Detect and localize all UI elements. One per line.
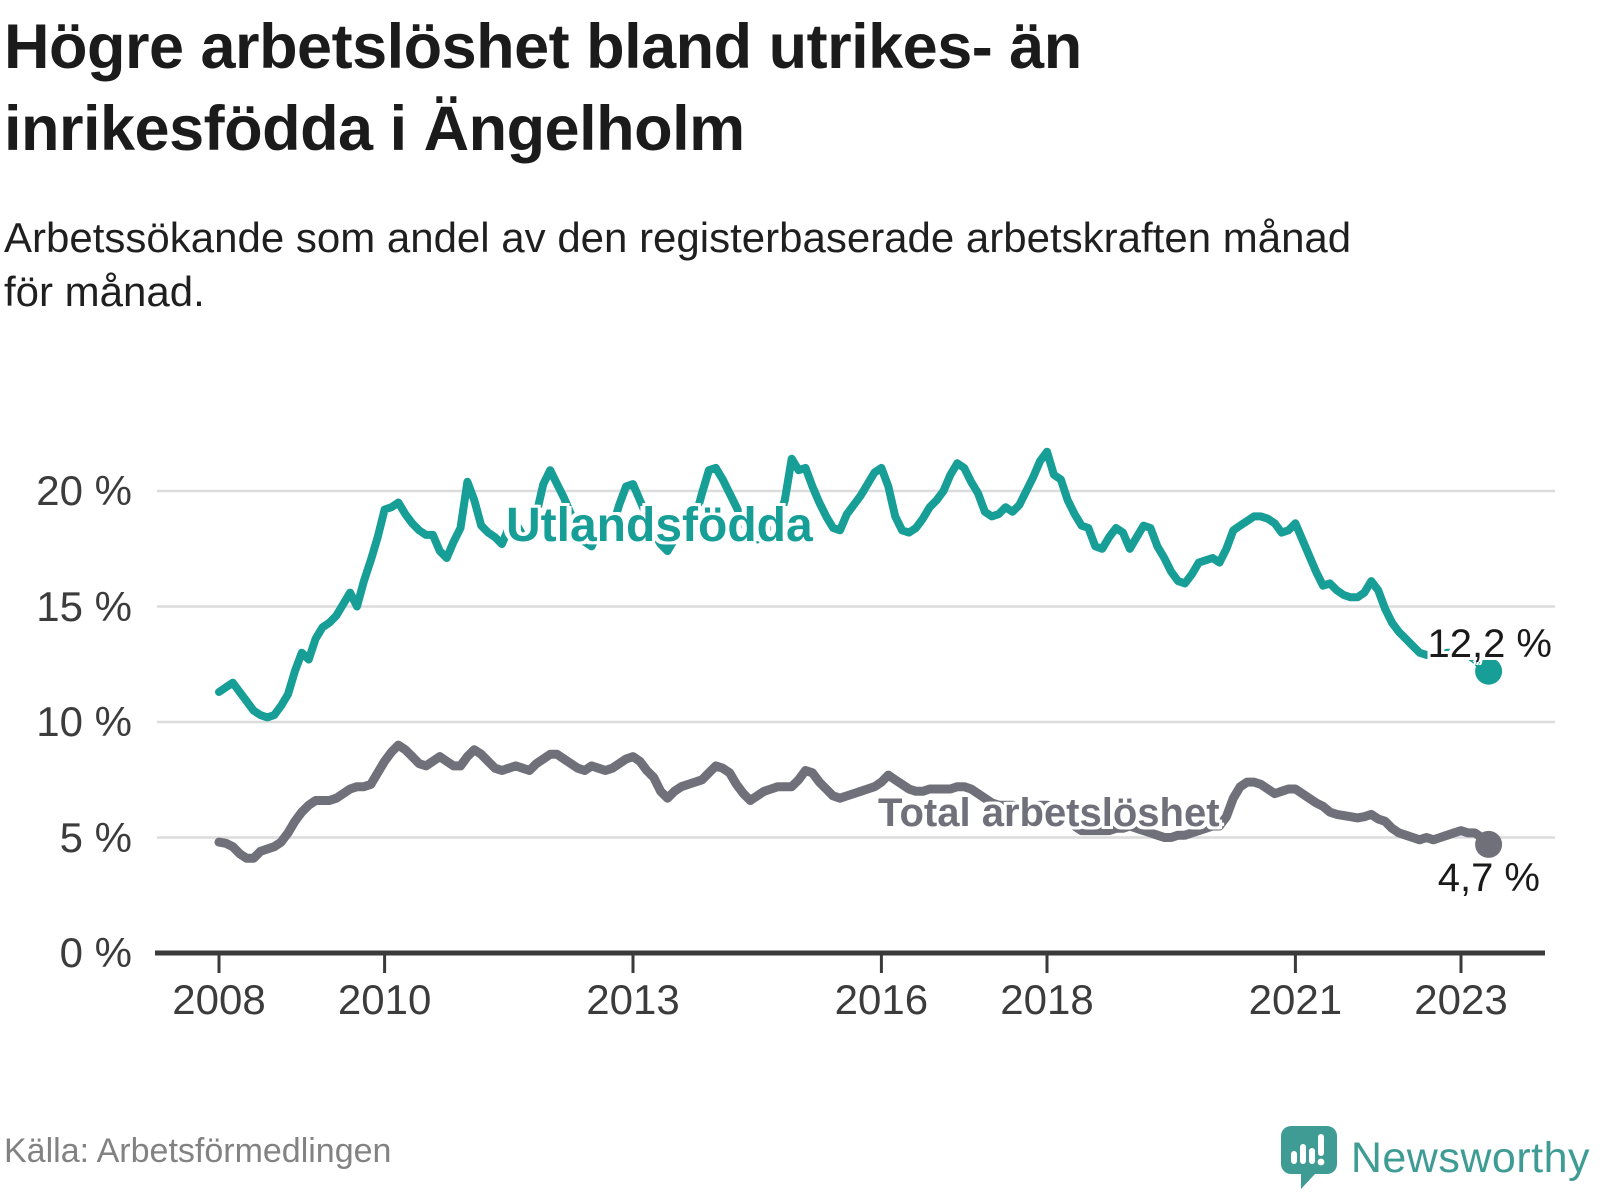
subtitle-line-1: Arbetssökande som andel av den registerb…	[4, 214, 1352, 261]
x-axis-label: 2016	[834, 976, 929, 1023]
series-line-total	[214, 740, 1494, 863]
x-axis-label: 2008	[172, 976, 266, 1023]
series-line-utlandsfodda	[215, 447, 1493, 722]
chart-subtitle: Arbetssökande som andel av den registerb…	[4, 211, 1351, 319]
y-axis-label: 10 %	[36, 698, 132, 745]
end-value-label-total-arbetsloshet: 4,7 %	[1437, 856, 1540, 900]
x-axis-label: 2023	[1414, 976, 1508, 1023]
newsworthy-wordmark: Newsworthy	[1350, 1133, 1590, 1182]
x-axis	[155, 950, 1545, 973]
x-axis-label: 2013	[586, 976, 680, 1023]
series-label-utlandsfodda: Utlandsfödda	[506, 499, 813, 552]
series-lines	[214, 447, 1494, 863]
x-axis-label: 2010	[337, 976, 432, 1023]
y-axis-label: 0 %	[59, 929, 132, 976]
y-axis-label: 5 %	[59, 813, 132, 861]
end-value-label-utlandsfodda: 12,2 %	[1427, 622, 1552, 666]
newsworthy-icon	[1280, 1126, 1337, 1189]
end-dot-total	[1475, 830, 1503, 858]
subtitle-line-2: för månad.	[4, 268, 205, 315]
end-dot-utlandsfodda	[1475, 657, 1503, 685]
source-text: Källa: Arbetsförmedlingen	[4, 1132, 392, 1170]
x-axis-label: 2021	[1248, 976, 1343, 1023]
x-axis-label: 2018	[1000, 976, 1094, 1023]
y-axis-label: 20 %	[36, 467, 132, 514]
series-label-total-arbetsloshet: Total arbetslöshet	[878, 791, 1220, 835]
title-line-1: Högre arbetslöshet bland utrikes- än	[4, 12, 1082, 82]
page-title: Högre arbetslöshet bland utrikes- än inr…	[4, 6, 1082, 170]
gridlines	[157, 489, 1555, 839]
end-dots	[1475, 657, 1503, 858]
title-line-2: inrikesfödda i Ängelholm	[4, 94, 745, 164]
y-axis-label: 15 %	[36, 582, 132, 630]
newsworthy-logo: Newsworthy	[1280, 1126, 1590, 1190]
